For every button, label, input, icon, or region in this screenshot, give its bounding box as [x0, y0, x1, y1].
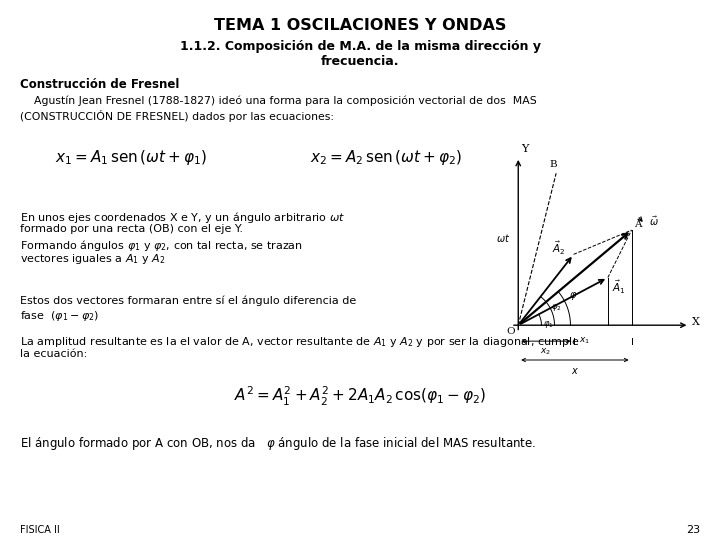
Text: $x_2$: $x_2$	[541, 347, 552, 357]
Text: (CONSTRUCCIÓN DE FRESNEL) dados por las ecuaciones:: (CONSTRUCCIÓN DE FRESNEL) dados por las …	[20, 110, 334, 122]
Text: $\vec{\omega}$: $\vec{\omega}$	[649, 215, 659, 228]
Text: El ángulo formado por A con OB, nos da   $\varphi$ ángulo de la fase inicial del: El ángulo formado por A con OB, nos da $…	[20, 435, 536, 452]
Text: $x_1$: $x_1$	[580, 336, 590, 346]
Text: $\vec{A}_1$: $\vec{A}_1$	[612, 279, 626, 296]
Text: $A^2 = A_1^2 + A_2^2 + 2A_1 A_2\,\cos(\varphi_1 - \varphi_2)$: $A^2 = A_1^2 + A_2^2 + 2A_1 A_2\,\cos(\v…	[234, 385, 486, 408]
Text: X: X	[692, 318, 700, 327]
Text: $x$: $x$	[571, 366, 579, 376]
Text: Formando ángulos $\varphi_1$ y $\varphi_2$, con tal recta, se trazan: Formando ángulos $\varphi_1$ y $\varphi_…	[20, 238, 303, 253]
Text: $\varphi_1$: $\varphi_1$	[544, 319, 554, 330]
Text: $\vec{A}_2$: $\vec{A}_2$	[552, 240, 565, 257]
Text: 23: 23	[686, 525, 700, 535]
Text: O: O	[507, 327, 516, 335]
Text: Estos dos vectores formaran entre sí el ángulo diferencia de: Estos dos vectores formaran entre sí el …	[20, 295, 356, 306]
Text: Y: Y	[521, 144, 528, 154]
Text: 1.1.2. Composición de M.A. de la misma dirección y: 1.1.2. Composición de M.A. de la misma d…	[179, 40, 541, 53]
Text: La amplitud resultante es la el valor de A, vector resultante de $A_1$ y $A_2$ y: La amplitud resultante es la el valor de…	[20, 335, 580, 349]
Text: $\varphi_2$: $\varphi_2$	[551, 302, 562, 313]
Text: Construcción de Fresnel: Construcción de Fresnel	[20, 78, 179, 91]
Text: $x_2 = A_2\,\mathrm{sen}\,(\omega t + \varphi_2)$: $x_2 = A_2\,\mathrm{sen}\,(\omega t + \v…	[310, 148, 462, 167]
Text: vectores iguales a $A_1$ y $A_2$: vectores iguales a $A_1$ y $A_2$	[20, 252, 166, 266]
Text: $\varphi$: $\varphi$	[569, 291, 577, 302]
Text: $\omega t$: $\omega t$	[497, 232, 510, 244]
Text: FISICA II: FISICA II	[20, 525, 60, 535]
Text: En unos ejes coordenados X e Y, y un ángulo arbitrario $\omega t$: En unos ejes coordenados X e Y, y un áng…	[20, 210, 345, 225]
Text: formado por una recta (OB) con el eje Y.: formado por una recta (OB) con el eje Y.	[20, 224, 243, 234]
Text: la ecuación:: la ecuación:	[20, 349, 87, 359]
Text: $x_1 = A_1\,\mathrm{sen}\,(\omega t + \varphi_1)$: $x_1 = A_1\,\mathrm{sen}\,(\omega t + \v…	[55, 148, 207, 167]
Text: fase  $(\varphi_1 - \varphi_2)$: fase $(\varphi_1 - \varphi_2)$	[20, 309, 99, 323]
Text: frecuencia.: frecuencia.	[320, 55, 400, 68]
Text: A: A	[634, 220, 642, 228]
Text: Agustín Jean Fresnel (1788-1827) ideó una forma para la composición vectorial de: Agustín Jean Fresnel (1788-1827) ideó un…	[20, 96, 536, 106]
Text: TEMA 1 OSCILACIONES Y ONDAS: TEMA 1 OSCILACIONES Y ONDAS	[214, 18, 506, 33]
Text: B: B	[549, 160, 557, 169]
